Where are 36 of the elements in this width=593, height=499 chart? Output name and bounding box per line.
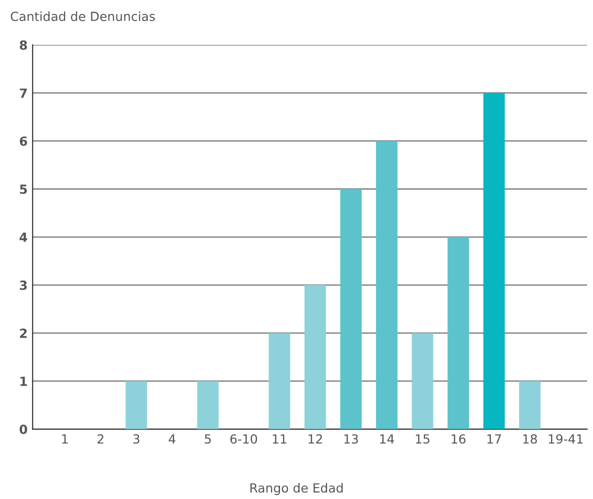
x-tick-label: 17 — [487, 434, 501, 444]
y-tick-label: 8 — [20, 40, 27, 50]
x-tick-label: 15 — [416, 434, 430, 444]
y-tick-label: 2 — [20, 328, 27, 338]
bar — [304, 285, 326, 430]
x-tick-label: 1 — [62, 434, 68, 444]
bar — [126, 381, 148, 430]
x-axis-title: Rango de Edad — [250, 482, 343, 496]
x-tick-label: 16 — [452, 434, 466, 444]
bar — [268, 333, 290, 430]
y-tick-label: 7 — [20, 88, 27, 98]
chart-title: Cantidad de Denuncias — [10, 11, 155, 22]
x-tick-label: 19-41 — [548, 434, 583, 444]
bar — [519, 381, 541, 430]
bar — [448, 237, 470, 430]
y-tick-label: 4 — [20, 232, 28, 242]
x-tick-label: 12 — [308, 434, 322, 444]
x-tick-label: 14 — [380, 434, 394, 444]
x-tick-label: 13 — [344, 434, 358, 444]
x-tick-label: 4 — [168, 434, 176, 444]
x-tick-label: 11 — [272, 434, 286, 444]
bar — [340, 188, 362, 430]
y-tick-label: 0 — [20, 424, 28, 434]
y-tick-label: 1 — [20, 376, 27, 386]
x-tick-label: 2 — [98, 434, 104, 444]
y-tick-label: 6 — [20, 136, 28, 146]
x-tick-label: 5 — [204, 434, 211, 444]
bar — [412, 333, 434, 430]
bar — [483, 92, 505, 430]
y-tick-label: 5 — [20, 184, 27, 194]
bar — [197, 381, 219, 430]
bar — [376, 140, 398, 430]
x-tick-label: 6-10 — [230, 434, 258, 444]
x-tick-label: 18 — [523, 434, 537, 444]
y-tick-label: 3 — [20, 280, 27, 290]
x-tick-label: 3 — [133, 434, 140, 444]
